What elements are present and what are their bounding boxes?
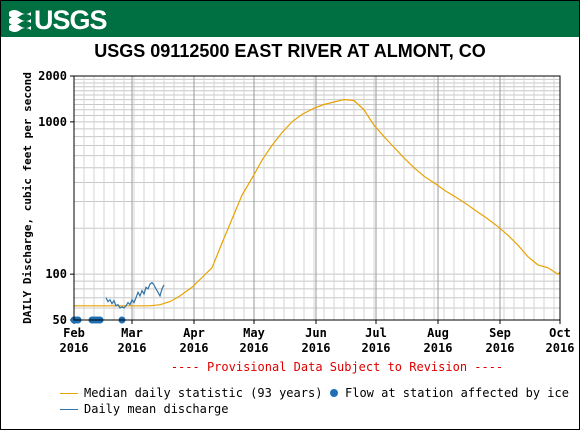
- x-tick-label-year: 2016: [240, 341, 269, 355]
- legend-median-swatch: [60, 392, 78, 394]
- plot-area: [74, 76, 560, 320]
- x-tick-label-year: 2016: [180, 341, 209, 355]
- y-axis-label: DAILY Discharge, cubic feet per second: [21, 72, 34, 324]
- plot-border: [73, 75, 561, 321]
- x-tick-label-year: 2016: [546, 341, 575, 355]
- daily-mean-series-line: [105, 281, 165, 309]
- y-tick-label: 100: [45, 267, 67, 281]
- x-tick-label-month: Jun: [305, 326, 327, 340]
- x-tick-label-year: 2016: [486, 341, 515, 355]
- y-tick-label: 50: [53, 313, 67, 327]
- x-tick-label-month: Feb: [63, 326, 85, 340]
- legend-ice-swatch: [330, 389, 338, 397]
- x-tick-label-month: Apr: [183, 326, 205, 340]
- legend-item-median: Median daily statistic (93 years): [60, 386, 322, 400]
- provisional-annotation: ---- Provisional Data Subject to Revisio…: [171, 360, 503, 374]
- usgs-logo-text: USGS: [34, 5, 108, 35]
- x-tick-label-month: Mar: [121, 326, 143, 340]
- x-tick-label-month: Oct: [549, 326, 571, 340]
- chart-title: USGS 09112500 EAST RIVER AT ALMONT, CO: [94, 41, 486, 61]
- legend-item-ice: Flow at station affected by ice: [330, 386, 569, 400]
- x-tick-label-year: 2016: [60, 341, 89, 355]
- usgs-banner: USGS: [1, 1, 579, 37]
- legend-daily-mean-swatch: [60, 408, 78, 410]
- x-tick-label-month: May: [243, 326, 265, 340]
- legend-item-daily-mean: Daily mean discharge: [60, 402, 229, 416]
- y-tick-label: 2000: [38, 69, 67, 83]
- median-series-line: [74, 98, 561, 307]
- x-tick-label-month: Jul: [365, 326, 387, 340]
- usgs-wave-icon: [9, 10, 31, 32]
- x-tick-label-year: 2016: [302, 341, 331, 355]
- x-tick-label-month: Sep: [489, 326, 511, 340]
- legend-daily-mean-label: Daily mean discharge: [84, 402, 229, 416]
- legend-ice-label: Flow at station affected by ice: [345, 386, 569, 400]
- y-tick-label: 1000: [38, 115, 67, 129]
- x-tick-label-year: 2016: [118, 341, 147, 355]
- legend-median-label: Median daily statistic (93 years): [84, 386, 323, 400]
- x-tick-label-year: 2016: [362, 341, 391, 355]
- x-tick-label-year: 2016: [424, 341, 453, 355]
- usgs-logo[interactable]: USGS: [9, 5, 108, 35]
- x-tick-label-month: Aug: [427, 326, 449, 340]
